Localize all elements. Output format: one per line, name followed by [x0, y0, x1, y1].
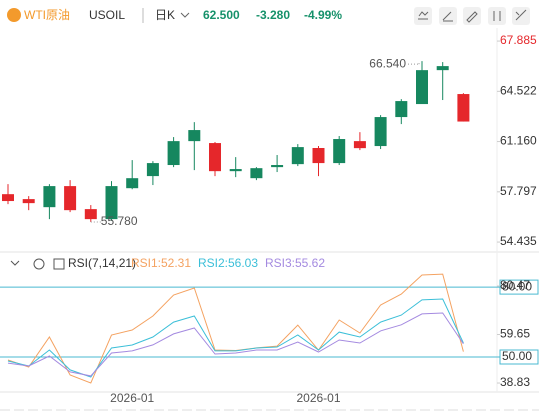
y-tick-label: 38.83 — [500, 375, 530, 389]
legend-entry: RSI3:55.62 — [265, 256, 325, 270]
candle-body — [374, 117, 387, 147]
y-tick-label: 80.47 — [500, 278, 530, 292]
price: 62.500 — [203, 8, 240, 22]
legend-entry: RSI2:56.03 — [198, 256, 258, 270]
high-label: 66.540 — [369, 56, 406, 70]
y-tick-label: 57.797 — [500, 184, 537, 198]
candle-body — [416, 70, 428, 105]
candle-body — [436, 66, 449, 71]
candle-body — [64, 186, 77, 211]
candle-body — [291, 147, 304, 165]
candle-body — [229, 169, 242, 172]
logo — [7, 8, 21, 22]
candle-body — [353, 141, 366, 149]
reference-label-box — [499, 349, 539, 365]
legend-entry: RSI1:52.31 — [131, 256, 191, 270]
x-tick-label: 2026-01 — [110, 391, 154, 405]
indicator-icon[interactable] — [53, 258, 65, 270]
symbol: USOIL — [89, 8, 125, 22]
settings-icon[interactable] — [33, 258, 45, 270]
tool-button[interactable] — [439, 7, 457, 25]
change-pct: -4.99% — [304, 8, 342, 22]
icon — [442, 11, 453, 22]
tool-button[interactable] — [463, 7, 481, 25]
candle-body — [250, 168, 263, 179]
reference-label: 80.00 — [502, 279, 532, 293]
x-tick-label: 2026-01 — [296, 391, 340, 405]
icon — [515, 9, 527, 21]
change: -3.280 — [256, 8, 290, 22]
y-tick-label: 54.435 — [500, 234, 537, 248]
title: WTI原油 — [24, 8, 70, 22]
candle-body — [457, 94, 470, 122]
icon — [418, 11, 429, 20]
candle-body — [333, 139, 346, 164]
low-label: 55.780 — [101, 214, 138, 228]
y-tick-label: 59.65 — [500, 327, 530, 341]
candle-body — [126, 178, 139, 189]
candle-body — [43, 186, 56, 208]
period[interactable]: 日K — [155, 8, 175, 22]
candle-body — [312, 147, 325, 164]
tool-button[interactable] — [488, 7, 506, 25]
candle-body — [188, 130, 201, 142]
y-tick-label: 67.885 — [500, 33, 537, 47]
y-tick-label: 61.160 — [500, 134, 537, 148]
candle-body — [395, 101, 408, 118]
reference-label: 50.00 — [502, 349, 532, 363]
candle-body — [22, 199, 35, 204]
candle-body — [146, 163, 159, 177]
candle-body — [2, 194, 14, 202]
tool-button[interactable] — [414, 7, 432, 25]
toolbar-icons — [418, 9, 527, 23]
icon — [493, 11, 501, 21]
collapse-icon[interactable] — [10, 260, 20, 266]
y-tick-label: 64.522 — [500, 84, 537, 98]
candle-body — [271, 165, 284, 168]
indicator-title: RSI(7,14,21) — [68, 256, 136, 270]
candle-body — [84, 209, 97, 220]
candle-body — [167, 141, 180, 166]
reference-label-box — [499, 279, 539, 295]
rsi-line — [7, 312, 464, 377]
tool-button[interactable] — [512, 7, 530, 25]
icon — [466, 11, 478, 23]
candle-body — [105, 186, 118, 220]
candle-body — [209, 143, 221, 172]
toolbar — [414, 7, 530, 25]
dropdown[interactable] — [180, 12, 190, 18]
